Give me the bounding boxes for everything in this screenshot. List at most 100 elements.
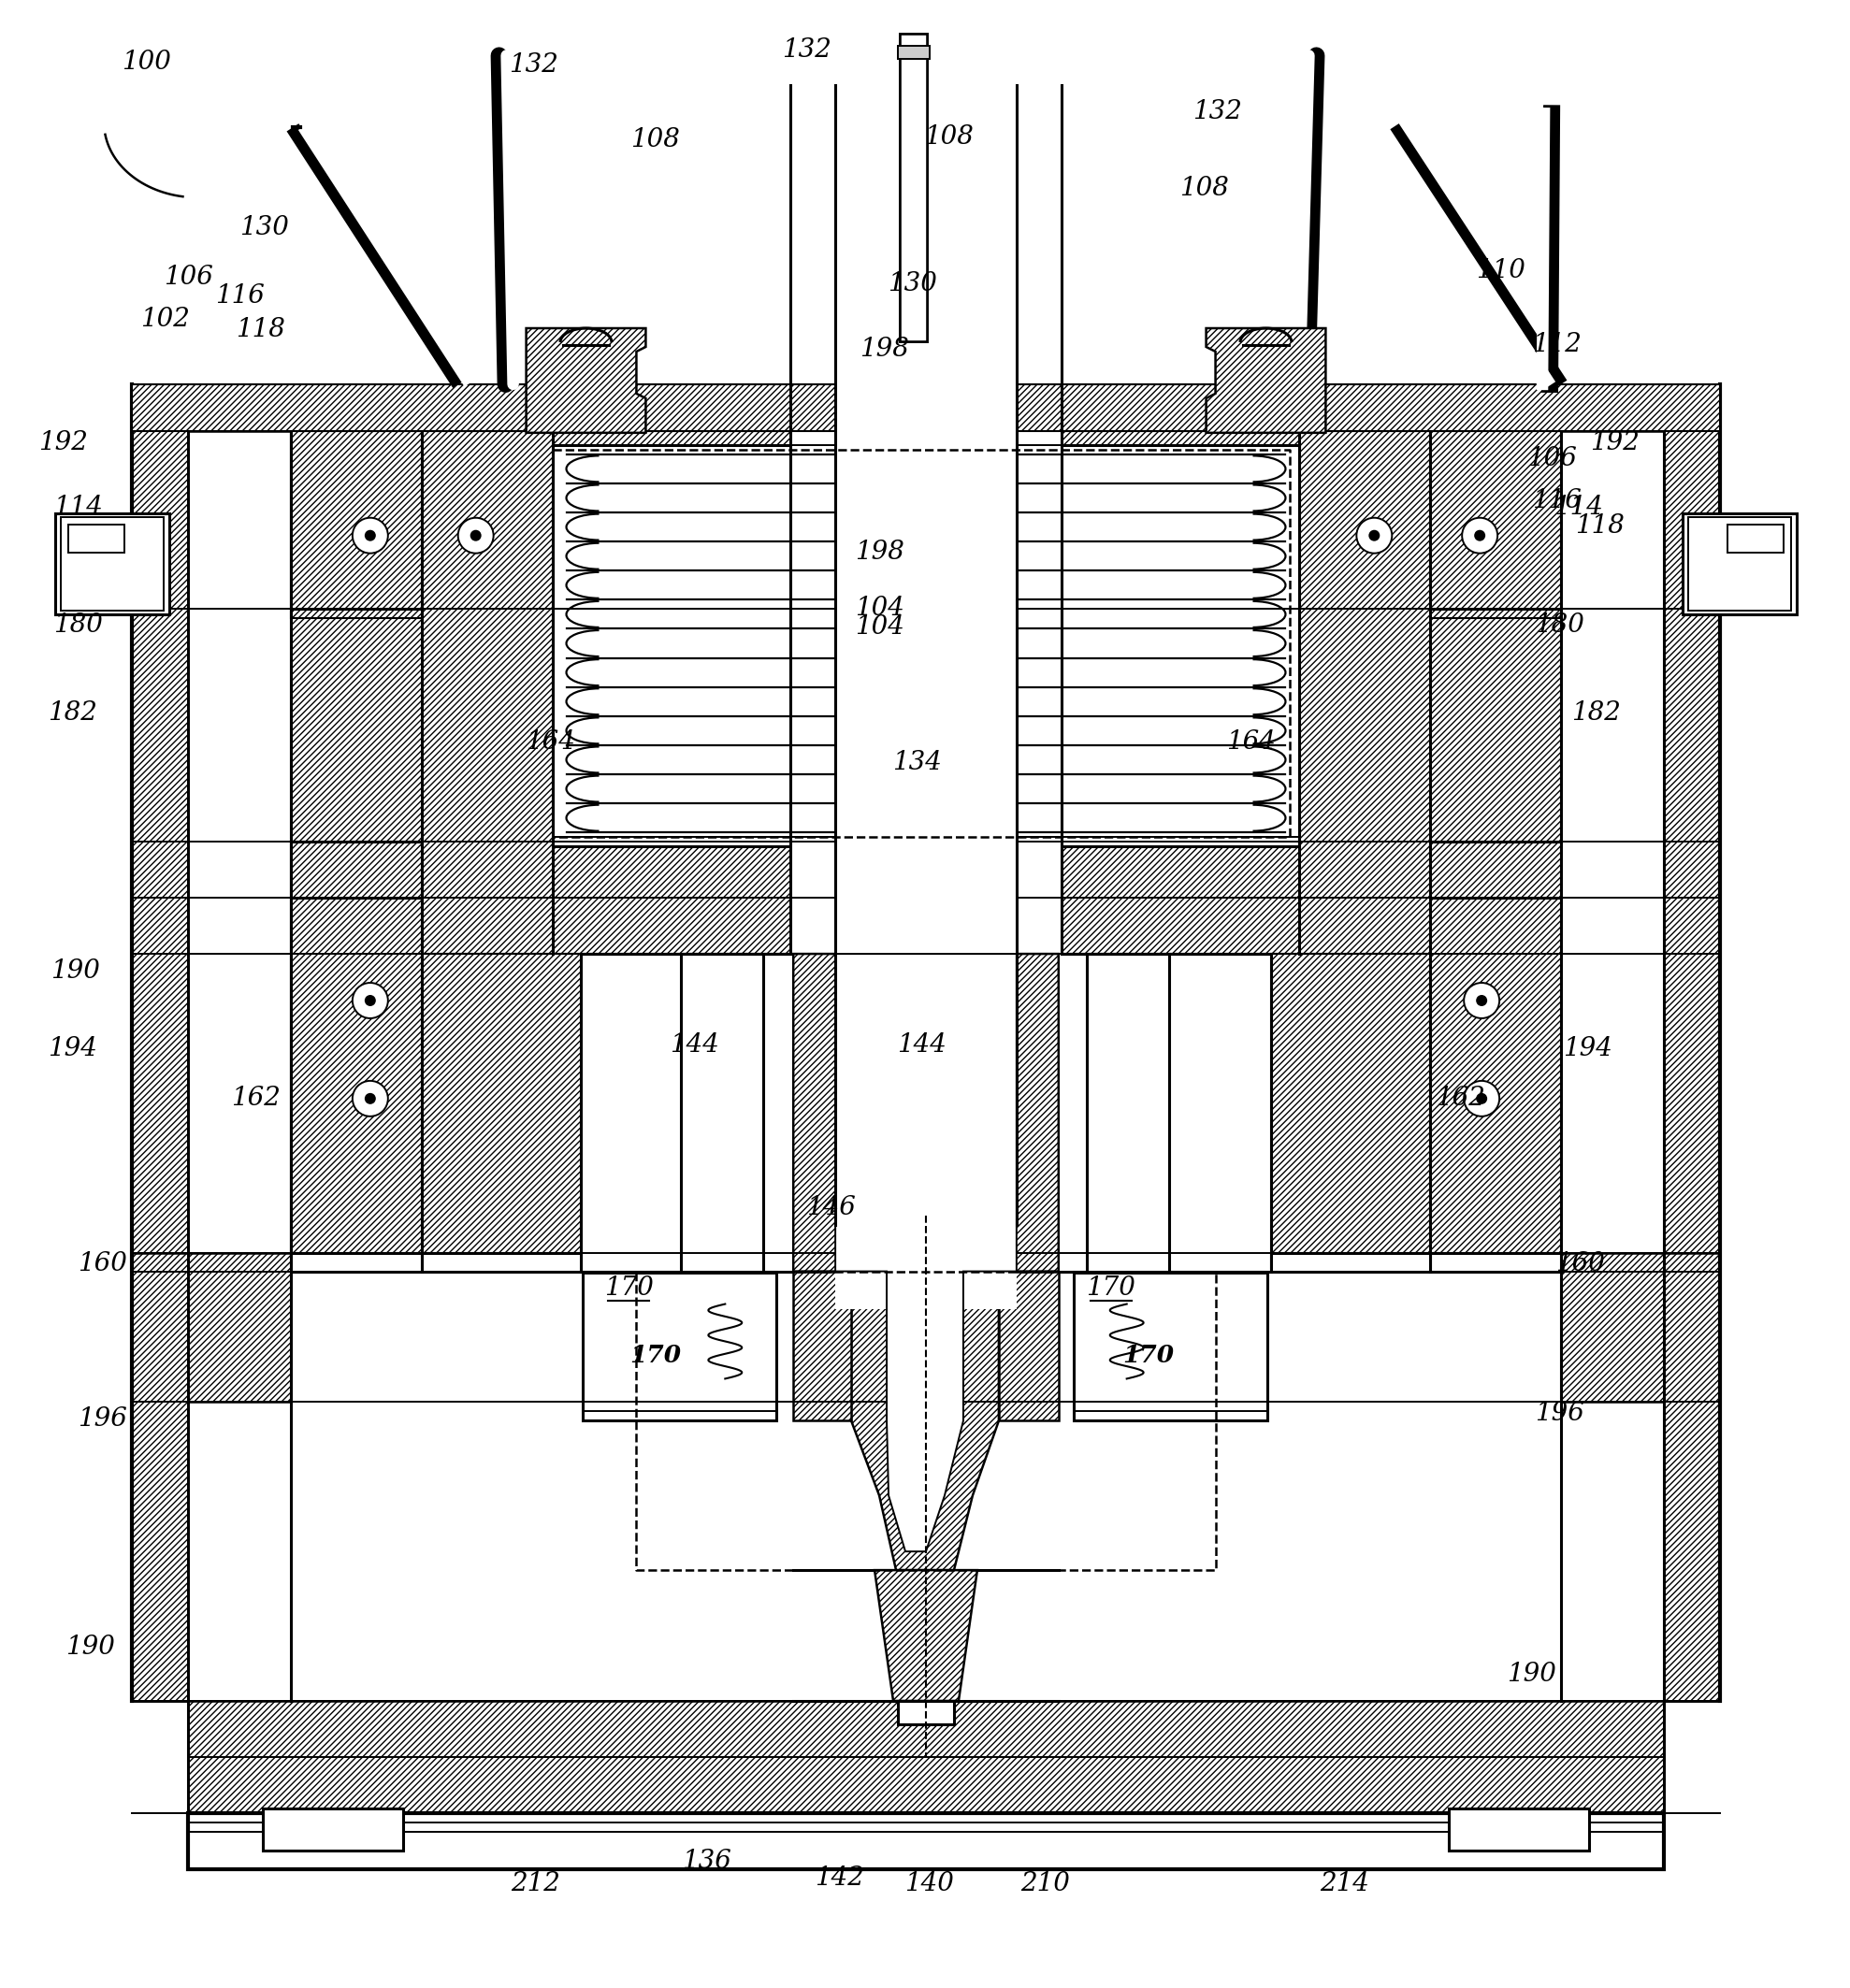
- Polygon shape: [189, 1702, 1663, 1813]
- Text: 108: 108: [925, 123, 973, 149]
- Bar: [581, 954, 1271, 1272]
- Text: 114: 114: [1554, 495, 1602, 521]
- Circle shape: [353, 1081, 388, 1117]
- Bar: [1449, 1809, 1589, 1851]
- Bar: [1430, 841, 1561, 1252]
- Text: 116: 116: [1532, 489, 1582, 513]
- Bar: [56, 513, 170, 614]
- Polygon shape: [794, 954, 1058, 1571]
- Text: 144: 144: [670, 1032, 720, 1058]
- Text: 212: 212: [511, 1871, 561, 1897]
- Polygon shape: [1561, 1252, 1721, 1702]
- Text: 190: 190: [1506, 1662, 1556, 1688]
- Text: 112: 112: [1532, 332, 1582, 358]
- Bar: [1430, 431, 1561, 618]
- Bar: [422, 1252, 581, 1272]
- Text: 142: 142: [814, 1865, 864, 1891]
- Text: 108: 108: [1180, 175, 1228, 201]
- Bar: [61, 517, 165, 610]
- Bar: [263, 1809, 403, 1851]
- Bar: [290, 431, 1561, 954]
- Text: 190: 190: [50, 958, 100, 984]
- Polygon shape: [525, 328, 646, 433]
- Circle shape: [364, 994, 376, 1006]
- Text: 192: 192: [39, 431, 87, 455]
- Text: 102: 102: [141, 306, 189, 332]
- Text: 194: 194: [1563, 1036, 1611, 1062]
- Circle shape: [353, 982, 388, 1018]
- Text: 170: 170: [1123, 1344, 1175, 1368]
- Text: 106: 106: [1526, 447, 1576, 471]
- Text: 104: 104: [855, 596, 905, 620]
- Polygon shape: [1561, 384, 1721, 1702]
- Text: 182: 182: [48, 700, 96, 726]
- Text: 214: 214: [1319, 1871, 1369, 1897]
- Bar: [290, 431, 422, 618]
- Text: 198: 198: [858, 338, 908, 362]
- Text: 134: 134: [892, 749, 942, 775]
- Text: 108: 108: [631, 127, 679, 153]
- Circle shape: [1356, 517, 1391, 553]
- Circle shape: [353, 517, 388, 553]
- Text: 170: 170: [629, 1344, 681, 1368]
- Text: 100: 100: [122, 50, 170, 76]
- Text: 118: 118: [1576, 513, 1624, 539]
- Text: 170: 170: [605, 1276, 653, 1300]
- Text: 104: 104: [855, 614, 905, 640]
- Text: 196: 196: [78, 1406, 128, 1431]
- Polygon shape: [131, 384, 290, 1702]
- Text: 136: 136: [681, 1849, 731, 1875]
- Bar: [1682, 513, 1796, 614]
- Text: 132: 132: [783, 38, 831, 62]
- Bar: [553, 445, 1299, 847]
- Text: 106: 106: [163, 264, 213, 290]
- Text: 210: 210: [1021, 1871, 1069, 1897]
- Text: 160: 160: [1556, 1250, 1604, 1276]
- Circle shape: [470, 531, 481, 541]
- Text: 164: 164: [525, 730, 575, 755]
- Bar: [68, 525, 124, 553]
- Text: 118: 118: [237, 318, 285, 342]
- Text: 164: 164: [1227, 730, 1276, 755]
- Text: 180: 180: [1534, 612, 1584, 638]
- Text: 116: 116: [215, 282, 265, 308]
- Text: 192: 192: [1591, 431, 1639, 455]
- Bar: [897, 46, 931, 60]
- Circle shape: [1474, 531, 1486, 541]
- Text: 144: 144: [897, 1032, 945, 1058]
- Bar: [897, 1702, 955, 1724]
- Text: 190: 190: [65, 1634, 115, 1660]
- Bar: [681, 954, 764, 1402]
- Polygon shape: [794, 1272, 1058, 1421]
- Text: 162: 162: [1436, 1085, 1486, 1111]
- Text: 110: 110: [1476, 258, 1524, 282]
- Text: 170: 170: [1086, 1276, 1136, 1300]
- Text: 130: 130: [888, 270, 936, 296]
- Circle shape: [459, 517, 494, 553]
- Circle shape: [1476, 994, 1487, 1006]
- Bar: [131, 384, 1720, 431]
- Polygon shape: [875, 1571, 977, 1702]
- Bar: [1271, 1252, 1430, 1272]
- Bar: [189, 1813, 1663, 1869]
- Text: 198: 198: [855, 539, 905, 565]
- Text: 194: 194: [48, 1036, 96, 1062]
- Text: 140: 140: [905, 1871, 955, 1897]
- Polygon shape: [131, 1252, 290, 1702]
- Text: 162: 162: [231, 1085, 279, 1111]
- Text: 196: 196: [1534, 1402, 1584, 1425]
- Polygon shape: [836, 954, 1016, 1551]
- Circle shape: [1463, 982, 1499, 1018]
- Text: 146: 146: [807, 1195, 855, 1221]
- Bar: [790, 85, 1062, 1215]
- Polygon shape: [1206, 328, 1326, 433]
- Circle shape: [1476, 1093, 1487, 1103]
- Circle shape: [1463, 1081, 1499, 1117]
- Text: 180: 180: [54, 612, 102, 638]
- Bar: [290, 954, 1561, 1252]
- Bar: [1073, 1272, 1267, 1421]
- Bar: [1687, 517, 1791, 610]
- Bar: [836, 85, 1016, 1308]
- Text: 132: 132: [1193, 99, 1241, 123]
- Text: 132: 132: [509, 52, 559, 78]
